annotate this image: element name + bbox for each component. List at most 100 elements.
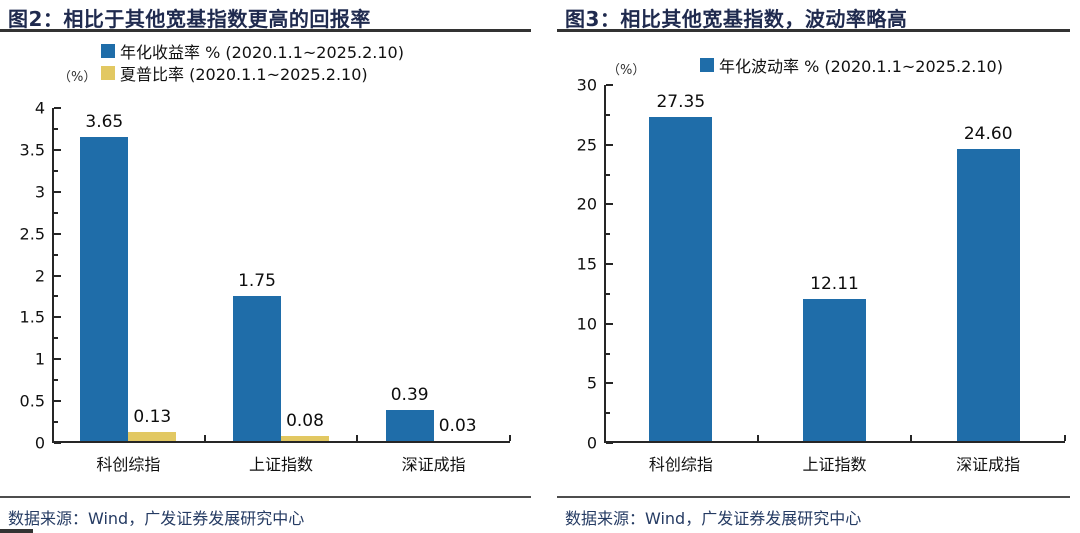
y-axis-tick-label: 25 bbox=[576, 135, 597, 155]
bar-slot: 12.11 bbox=[803, 85, 866, 443]
data-value-label: 0.08 bbox=[286, 411, 324, 432]
y-axis-tick-label: 5 bbox=[586, 373, 597, 393]
y-axis-minor-tick bbox=[54, 127, 58, 130]
y-axis-tick-label: 20 bbox=[576, 194, 597, 214]
y-axis-tick-label: 3.5 bbox=[19, 140, 45, 160]
figure-2-data-source: 数据来源：Wind，广发证券发展研究中心 bbox=[8, 509, 305, 528]
bar-slot: 0.39 bbox=[385, 108, 434, 443]
bar-slot: 1.75 bbox=[233, 108, 281, 443]
legend-label: 年化波动率 % (2020.1.1~2025.2.10) bbox=[719, 57, 1003, 76]
y-axis-major-tick bbox=[54, 442, 61, 444]
y-axis-tick-label: 0 bbox=[34, 433, 45, 453]
data-value-label: 3.65 bbox=[85, 112, 124, 133]
figure-3-y-axis-unit-label: （%） bbox=[607, 63, 646, 78]
figure-2-y-axis-line bbox=[52, 108, 54, 443]
legend-label: 夏普比率 (2020.1.1~2025.2.10) bbox=[120, 65, 368, 84]
y-axis-tick-label: 4 bbox=[34, 98, 45, 118]
y-axis-tick-label: 3 bbox=[34, 182, 45, 202]
legend-swatch-series-0 bbox=[700, 58, 714, 72]
data-value-label: 1.75 bbox=[238, 271, 276, 292]
x-axis-tick bbox=[910, 435, 913, 441]
x-axis-category-label: 上证指数 bbox=[802, 455, 867, 474]
bar-slot: 0.08 bbox=[281, 108, 329, 443]
figure-2-title-divider bbox=[0, 29, 531, 32]
data-value-label: 27.35 bbox=[656, 91, 706, 112]
data-value-label: 24.60 bbox=[963, 124, 1013, 145]
x-axis-category-label: 科创综指 bbox=[648, 455, 713, 474]
y-axis-major-tick bbox=[606, 203, 613, 206]
y-axis-major-tick bbox=[606, 442, 613, 444]
figure-3-data-source: 数据来源：Wind，广发证券发展研究中心 bbox=[565, 509, 862, 528]
y-axis-minor-tick bbox=[606, 173, 610, 176]
y-axis-tick-label: 1 bbox=[34, 349, 45, 369]
legend-swatch-series-1 bbox=[101, 66, 115, 80]
figure-2-legend: 年化收益率 % (2020.1.1~2025.2.10) 夏普比率 (2020.1… bbox=[101, 40, 404, 84]
y-axis-major-tick bbox=[54, 107, 61, 109]
bar-slot: 27.35 bbox=[649, 85, 713, 443]
x-axis-tick bbox=[203, 435, 206, 441]
figure-2-plot-area: 0 0.5 1 1.5 2 2.5 3 3.5 4 3.65 0.13 1.75 0.08 0.39 0.… bbox=[20, 99, 511, 453]
bar-slot: 0.03 bbox=[433, 108, 482, 443]
bar-slot: 3.65 bbox=[80, 108, 129, 443]
y-axis-minor-tick bbox=[54, 421, 58, 424]
figure-2-category-labels: 科创综指 上证指数 深证成指 bbox=[52, 451, 510, 475]
y-axis-tick-label: 0.5 bbox=[19, 391, 45, 411]
figure-3-x-axis-line bbox=[604, 441, 1065, 443]
y-axis-major-tick bbox=[606, 143, 613, 146]
y-axis-tick-label: 10 bbox=[576, 314, 597, 334]
figure-3-plot-area: 0 5 10 15 20 25 30 27.35 12.11 24.60 bbox=[577, 76, 1066, 453]
y-axis-minor-tick bbox=[54, 295, 58, 298]
x-axis-category-label: 科创综指 bbox=[96, 455, 161, 474]
y-axis-major-tick bbox=[606, 322, 613, 325]
y-axis-tick-label: 15 bbox=[576, 254, 597, 274]
figure-2-y-axis-unit-label: （%） bbox=[58, 70, 97, 85]
figure-3-footer-divider bbox=[557, 496, 1070, 498]
y-axis-tick-label: 2 bbox=[34, 266, 45, 285]
bar-group: 24.60 bbox=[911, 85, 1065, 443]
y-axis-minor-tick bbox=[54, 169, 58, 172]
y-axis-minor-tick bbox=[606, 113, 610, 116]
bar-slot: 0.13 bbox=[128, 108, 177, 443]
data-bar-series-0 bbox=[385, 410, 434, 443]
figure-3-title-divider bbox=[557, 29, 1070, 32]
y-axis-major-tick bbox=[54, 232, 61, 235]
bottom-left-partial-rule bbox=[0, 529, 33, 533]
y-axis-major-tick bbox=[54, 148, 61, 151]
data-bar-series-0 bbox=[649, 116, 713, 443]
x-axis-tick bbox=[1064, 435, 1066, 441]
y-axis-tick-label: 1.5 bbox=[19, 307, 45, 327]
figure-3-y-axis-line bbox=[604, 85, 606, 443]
figure-2-bar-groups: 3.65 0.13 1.75 0.08 0.39 0.03 bbox=[52, 108, 510, 443]
figure-3-category-labels: 科创综指 上证指数 深证成指 bbox=[604, 451, 1065, 475]
y-axis-major-tick bbox=[54, 190, 61, 193]
data-value-label: 12.11 bbox=[810, 273, 859, 294]
y-axis-minor-tick bbox=[54, 253, 58, 256]
x-axis-tick bbox=[756, 435, 759, 441]
legend-item: 夏普比率 (2020.1.1~2025.2.10) bbox=[101, 62, 404, 84]
data-bar-series-1 bbox=[281, 436, 329, 443]
y-axis-major-tick bbox=[606, 382, 613, 385]
y-axis-minor-tick bbox=[606, 233, 610, 236]
y-axis-tick-label: 0 bbox=[586, 433, 597, 453]
bar-group: 1.75 0.08 bbox=[205, 108, 358, 443]
bar-group: 12.11 bbox=[758, 85, 912, 443]
data-bar-series-1 bbox=[128, 432, 177, 443]
data-value-label: 0.13 bbox=[133, 407, 172, 428]
legend-label: 年化收益率 % (2020.1.1~2025.2.10) bbox=[120, 43, 404, 62]
y-axis-minor-tick bbox=[606, 292, 610, 295]
bar-slot: 24.60 bbox=[956, 85, 1020, 443]
figure-2-x-axis-line bbox=[52, 441, 510, 443]
x-axis-tick bbox=[509, 435, 511, 441]
data-bar-series-0 bbox=[233, 296, 281, 443]
bar-group: 3.65 0.13 bbox=[52, 108, 205, 443]
figure-2-footer-divider bbox=[0, 496, 531, 498]
y-axis-major-tick bbox=[54, 274, 61, 277]
data-bar-series-0 bbox=[956, 149, 1020, 443]
y-axis-major-tick bbox=[606, 84, 613, 86]
y-axis-major-tick bbox=[54, 316, 61, 319]
x-axis-category-label: 深证成指 bbox=[401, 455, 466, 474]
y-axis-minor-tick bbox=[606, 352, 610, 355]
y-axis-tick-label: 30 bbox=[576, 75, 597, 95]
x-axis-category-label: 深证成指 bbox=[956, 455, 1021, 474]
